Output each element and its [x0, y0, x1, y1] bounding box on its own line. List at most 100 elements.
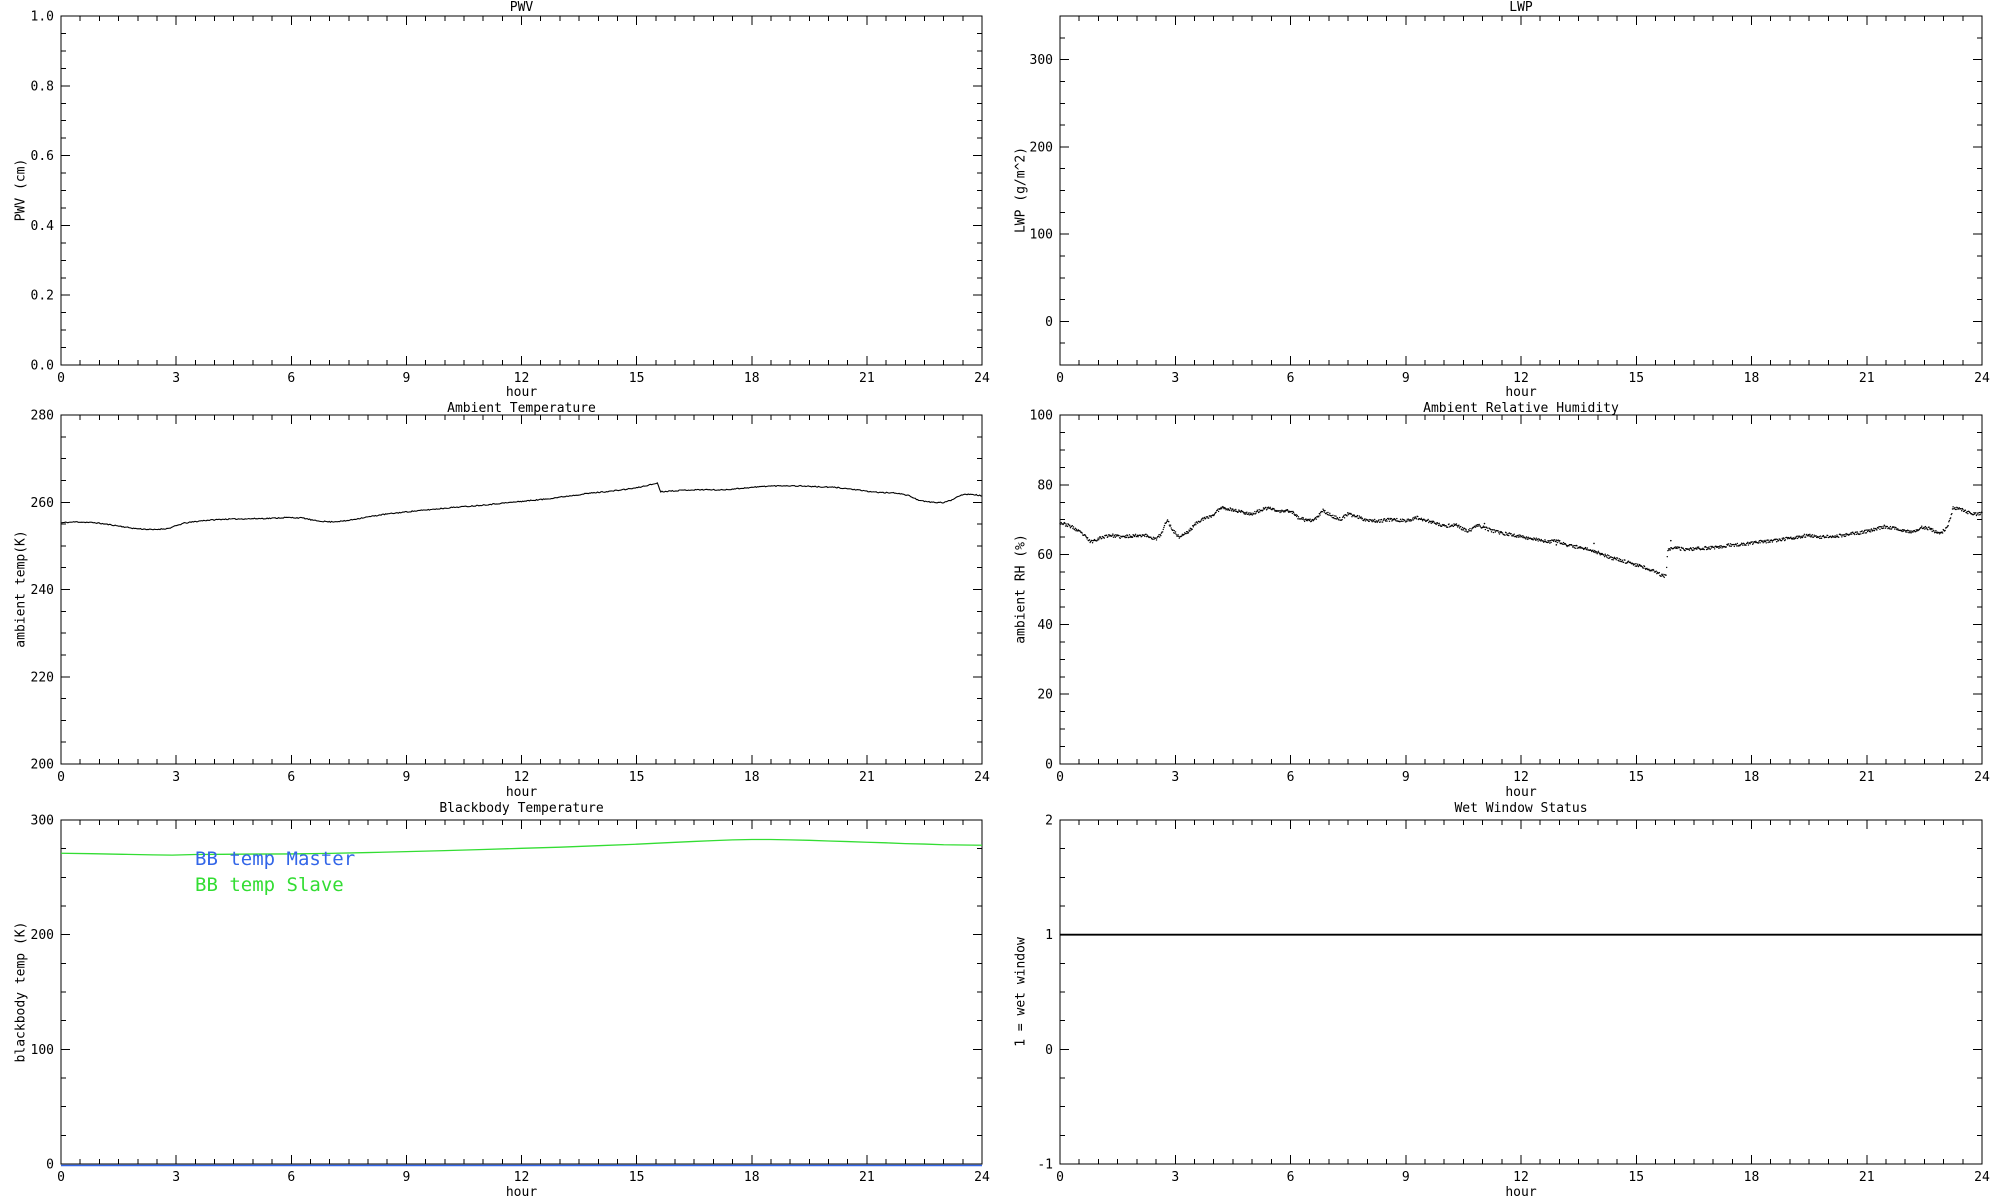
legend-item-bb-temp-slave: BB temp Slave — [195, 874, 344, 896]
svg-text:12: 12 — [514, 1170, 530, 1185]
svg-text:2: 2 — [1045, 814, 1053, 829]
chart-title: Wet Window Status — [1454, 801, 1588, 816]
svg-text:100: 100 — [1030, 409, 1053, 424]
plot-area: 0 3 6 9 12 15 18 21 24 0.0 0.2 0.4 0.6 0.8 1.0 — [31, 10, 990, 387]
svg-text:12: 12 — [1513, 770, 1529, 785]
svg-text:3: 3 — [1171, 1170, 1179, 1185]
svg-text:12: 12 — [514, 371, 530, 386]
chart-title: Ambient Relative Humidity — [1423, 401, 1619, 416]
svg-text:3: 3 — [1171, 770, 1179, 785]
svg-text:0: 0 — [1045, 315, 1053, 330]
svg-text:9: 9 — [402, 770, 410, 785]
svg-text:20: 20 — [1037, 688, 1053, 703]
x-axis-label: hour — [505, 785, 538, 800]
svg-text:200: 200 — [1030, 140, 1053, 155]
svg-text:12: 12 — [1513, 371, 1529, 386]
svg-text:80: 80 — [1037, 478, 1053, 493]
svg-text:15: 15 — [1628, 371, 1644, 386]
svg-text:18: 18 — [744, 770, 760, 785]
x-axis-label: hour — [1505, 785, 1537, 800]
plot-area: 0 3 6 9 12 15 18 21 24 0 100 200 300 — [31, 814, 990, 1186]
chart-title: LWP — [1509, 0, 1533, 15]
svg-text:18: 18 — [744, 371, 760, 386]
plot-blackbody-temperature: Blackbody Temperature blackbody temp (K)… — [0, 800, 1000, 1200]
svg-text:280: 280 — [31, 409, 54, 424]
svg-text:0: 0 — [1056, 770, 1064, 785]
svg-text:6: 6 — [1287, 1170, 1295, 1185]
svg-text:9: 9 — [1402, 770, 1410, 785]
svg-text:21: 21 — [1859, 770, 1875, 785]
svg-text:0: 0 — [57, 371, 65, 386]
plot-area: 0 3 6 9 12 15 18 21 24 0 100 200 300 — [1030, 15, 1990, 386]
svg-text:6: 6 — [287, 1170, 295, 1185]
svg-text:21: 21 — [1859, 1170, 1875, 1185]
page-title: PWV — [509, 0, 534, 15]
svg-text:15: 15 — [629, 1170, 645, 1185]
plot-pwv: PWV PWV (cm) 0 3 6 9 12 15 18 21 24 0.0 0.2 0.4 0.6 0… — [0, 0, 1000, 400]
svg-text:3: 3 — [172, 770, 180, 785]
svg-text:15: 15 — [1628, 1170, 1644, 1185]
svg-text:18: 18 — [744, 1170, 760, 1185]
svg-text:0: 0 — [46, 1158, 54, 1173]
svg-text:200: 200 — [31, 758, 54, 773]
svg-text:200: 200 — [31, 928, 54, 943]
svg-text:100: 100 — [1030, 228, 1053, 243]
svg-text:6: 6 — [1287, 770, 1295, 785]
chart-title: Blackbody Temperature — [439, 801, 604, 816]
svg-text:0: 0 — [1045, 758, 1053, 773]
svg-text:12: 12 — [1513, 1170, 1529, 1185]
svg-text:240: 240 — [31, 583, 54, 598]
svg-text:24: 24 — [974, 1170, 990, 1185]
svg-text:9: 9 — [402, 1170, 410, 1185]
x-axis-label: hour — [505, 385, 538, 400]
svg-text:260: 260 — [31, 496, 54, 511]
svg-text:1: 1 — [1045, 928, 1053, 943]
svg-text:0: 0 — [57, 770, 65, 785]
svg-text:0.0: 0.0 — [31, 359, 54, 374]
svg-text:21: 21 — [1859, 371, 1875, 386]
legend-item-bb-temp-master: BB temp Master — [195, 848, 356, 870]
svg-text:9: 9 — [1402, 1170, 1410, 1185]
svg-text:21: 21 — [859, 1170, 875, 1185]
svg-text:3: 3 — [172, 1170, 180, 1185]
svg-text:21: 21 — [859, 371, 875, 386]
svg-text:18: 18 — [1744, 371, 1760, 386]
x-axis-label: hour — [505, 1185, 538, 1200]
svg-text:6: 6 — [287, 770, 295, 785]
svg-text:40: 40 — [1037, 618, 1053, 633]
svg-text:3: 3 — [1171, 371, 1179, 386]
svg-text:0: 0 — [1056, 371, 1064, 386]
svg-text:24: 24 — [1974, 1170, 1990, 1185]
svg-text:0.4: 0.4 — [31, 219, 55, 234]
chart-title: Ambient Temperature — [447, 401, 596, 416]
svg-text:24: 24 — [1974, 371, 1990, 386]
svg-text:1.0: 1.0 — [31, 10, 54, 25]
x-axis-label: hour — [1505, 1185, 1537, 1200]
svg-text:15: 15 — [1628, 770, 1644, 785]
plot-lwp: LWP LWP (g/m^2) 0 3 6 9 12 15 18 21 24 0 100 200 300… — [1000, 0, 2000, 400]
svg-text:300: 300 — [1030, 53, 1053, 68]
svg-text:21: 21 — [859, 770, 875, 785]
svg-text:0.8: 0.8 — [31, 79, 54, 94]
svg-text:24: 24 — [974, 770, 990, 785]
svg-text:220: 220 — [31, 670, 54, 685]
svg-text:100: 100 — [31, 1043, 54, 1058]
svg-text:15: 15 — [629, 770, 645, 785]
x-axis-label: hour — [1505, 385, 1537, 400]
svg-text:0: 0 — [1045, 1043, 1053, 1058]
svg-text:9: 9 — [402, 371, 410, 386]
svg-text:24: 24 — [1974, 770, 1990, 785]
svg-text:6: 6 — [1287, 371, 1295, 386]
svg-text:3: 3 — [172, 371, 180, 386]
svg-text:18: 18 — [1744, 770, 1760, 785]
svg-text:300: 300 — [31, 814, 54, 829]
svg-text:6: 6 — [287, 371, 295, 386]
plot-area: 0 3 6 9 12 15 18 21 24 0 20 40 60 80 100 — [1030, 409, 1990, 786]
svg-text:0.6: 0.6 — [31, 149, 54, 164]
svg-text:0: 0 — [57, 1170, 65, 1185]
svg-text:0.2: 0.2 — [31, 289, 54, 304]
svg-text:12: 12 — [514, 770, 530, 785]
plot-ambient-relative-humidity: Ambient Relative Humidity ambient RH (%)… — [1000, 400, 2000, 800]
